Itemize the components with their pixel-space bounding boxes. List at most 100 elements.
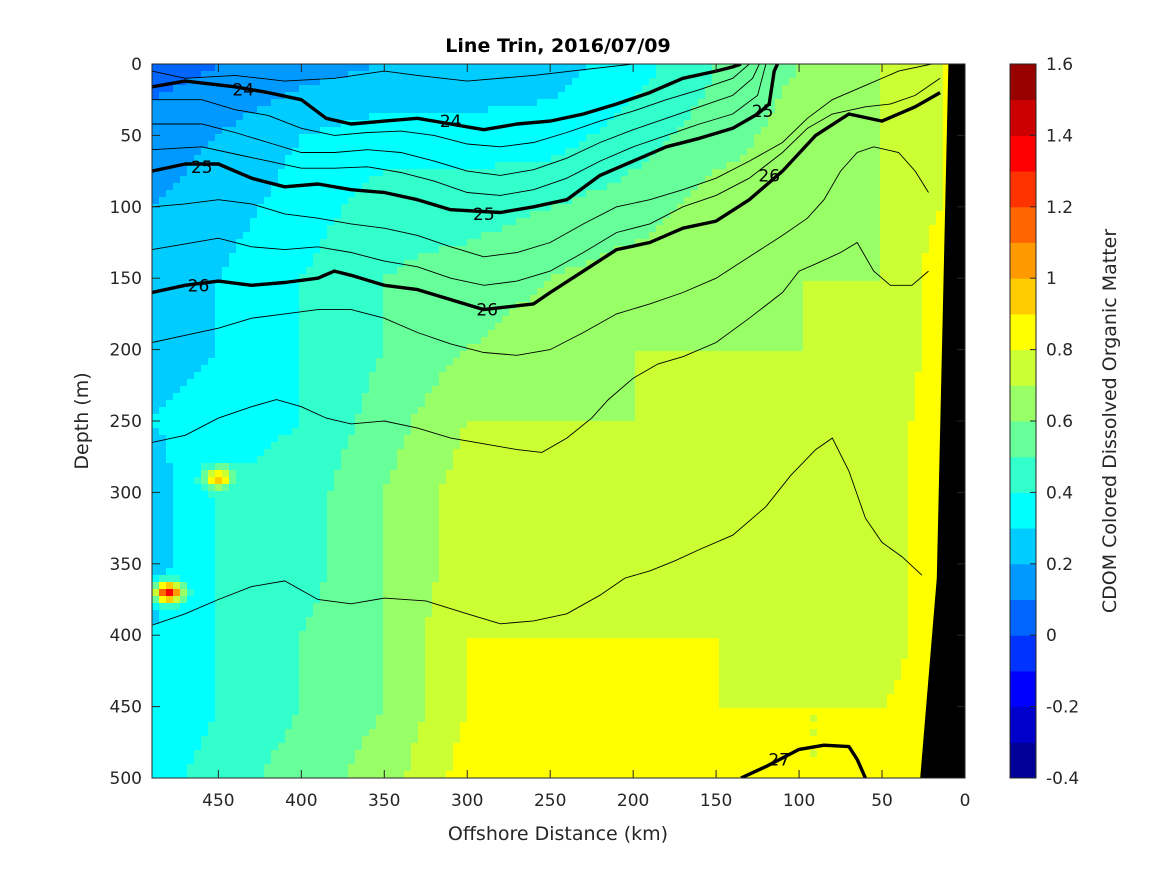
field-cell: [866, 239, 874, 247]
field-cell: [495, 358, 503, 366]
field-cell: [390, 323, 398, 331]
field-cell: [243, 267, 251, 275]
field-cell: [901, 295, 909, 303]
field-cell: [243, 253, 251, 261]
field-cell: [481, 316, 489, 324]
field-cell: [733, 78, 741, 86]
field-cell: [719, 120, 727, 128]
field-cell: [593, 302, 601, 310]
field-cell: [740, 351, 748, 359]
field-cell: [187, 106, 195, 114]
field-cell: [642, 253, 650, 261]
field-cell: [334, 288, 342, 296]
field-cell: [684, 155, 692, 163]
field-cell: [411, 190, 419, 198]
field-cell: [607, 281, 615, 289]
field-cell: [411, 358, 419, 366]
field-cell: [404, 204, 412, 212]
field-cell: [887, 134, 895, 142]
field-cell: [369, 106, 377, 114]
field-cell: [222, 155, 230, 163]
field-cell: [754, 134, 762, 142]
field-cell: [194, 85, 202, 93]
field-cell: [565, 351, 573, 359]
field-cell: [649, 99, 657, 107]
field-cell: [180, 316, 188, 324]
field-cell: [222, 120, 230, 128]
field-cell: [761, 323, 769, 331]
field-cell: [348, 197, 356, 205]
field-cell: [761, 211, 769, 219]
field-cell: [705, 120, 713, 128]
field-cell: [537, 274, 545, 282]
field-cell: [425, 246, 433, 254]
field-cell: [782, 316, 790, 324]
field-cell: [264, 253, 272, 261]
field-cell: [530, 99, 538, 107]
field-cell: [243, 141, 251, 149]
field-cell: [705, 302, 713, 310]
field-cell: [411, 85, 419, 93]
field-cell: [180, 337, 188, 345]
field-cell: [705, 197, 713, 205]
field-cell: [334, 169, 342, 177]
field-cell: [726, 309, 734, 317]
field-cell: [866, 281, 874, 289]
field-cell: [264, 78, 272, 86]
field-cell: [579, 225, 587, 233]
field-cell: [810, 330, 818, 338]
field-cell: [495, 183, 503, 191]
field-cell: [327, 197, 335, 205]
field-cell: [838, 302, 846, 310]
field-cell: [446, 211, 454, 219]
field-cell: [880, 232, 888, 240]
field-cell: [474, 239, 482, 247]
field-cell: [656, 281, 664, 289]
field-cell: [446, 260, 454, 268]
field-cell: [348, 106, 356, 114]
field-cell: [908, 176, 916, 184]
field-cell: [222, 113, 230, 121]
field-cell: [572, 99, 580, 107]
field-cell: [908, 302, 916, 310]
field-cell: [495, 253, 503, 261]
field-cell: [236, 183, 244, 191]
field-cell: [558, 162, 566, 170]
field-cell: [271, 169, 279, 177]
field-cell: [516, 358, 524, 366]
field-cell: [656, 113, 664, 121]
field-cell: [768, 204, 776, 212]
field-cell: [670, 197, 678, 205]
field-cell: [866, 330, 874, 338]
field-cell: [551, 176, 559, 184]
field-cell: [278, 71, 286, 79]
field-cell: [215, 351, 223, 359]
field-cell: [796, 183, 804, 191]
field-cell: [810, 337, 818, 345]
field-cell: [915, 106, 923, 114]
field-cell: [250, 274, 258, 282]
field-cell: [446, 71, 454, 79]
field-cell: [257, 274, 265, 282]
field-cell: [642, 78, 650, 86]
field-cell: [614, 141, 622, 149]
field-cell: [411, 141, 419, 149]
field-cell: [271, 351, 279, 359]
field-cell: [341, 141, 349, 149]
field-cell: [460, 260, 468, 268]
field-cell: [502, 85, 510, 93]
field-cell: [649, 351, 657, 359]
field-cell: [411, 64, 419, 72]
field-cell: [677, 253, 685, 261]
field-cell: [908, 316, 916, 324]
field-cell: [250, 323, 258, 331]
field-cell: [250, 78, 258, 86]
field-cell: [502, 274, 510, 282]
field-cell: [880, 162, 888, 170]
field-cell: [789, 169, 797, 177]
field-cell: [887, 281, 895, 289]
field-cell: [187, 232, 195, 240]
field-cell: [355, 99, 363, 107]
field-cell: [439, 316, 447, 324]
field-cell: [859, 183, 867, 191]
